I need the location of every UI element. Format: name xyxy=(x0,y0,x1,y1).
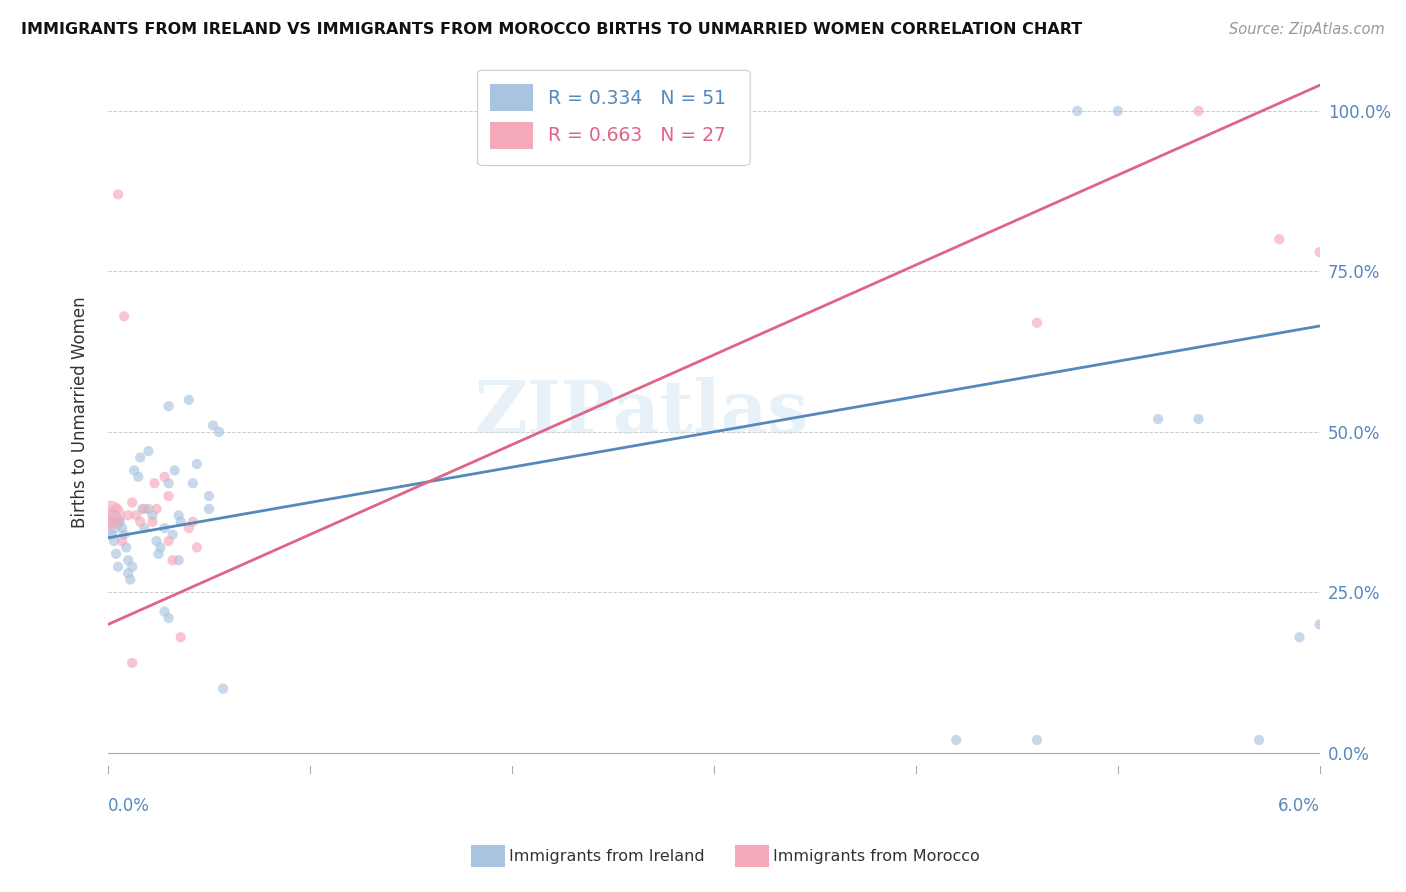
Point xyxy=(112,527,135,541)
Point xyxy=(1026,316,1049,330)
Point xyxy=(167,553,190,567)
Point xyxy=(186,541,208,555)
Point xyxy=(208,425,231,439)
Text: IMMIGRANTS FROM IRELAND VS IMMIGRANTS FROM MOROCCO BIRTHS TO UNMARRIED WOMEN COR: IMMIGRANTS FROM IRELAND VS IMMIGRANTS FR… xyxy=(21,22,1083,37)
Text: 6.0%: 6.0% xyxy=(1278,797,1320,815)
Point xyxy=(186,457,208,471)
Text: 0.0%: 0.0% xyxy=(108,797,150,815)
Point xyxy=(127,470,149,484)
Point xyxy=(153,521,176,535)
Point xyxy=(181,476,204,491)
FancyBboxPatch shape xyxy=(478,70,751,166)
Text: Immigrants from Ireland: Immigrants from Ireland xyxy=(509,849,704,863)
Point xyxy=(1066,103,1088,118)
Point xyxy=(157,476,180,491)
Point xyxy=(107,559,129,574)
Point xyxy=(157,399,180,413)
Point xyxy=(112,310,135,324)
Point xyxy=(148,547,170,561)
Point xyxy=(141,515,163,529)
Text: ZIPatlas: ZIPatlas xyxy=(474,377,808,448)
Point xyxy=(143,476,166,491)
Point xyxy=(117,553,139,567)
Point xyxy=(111,521,134,535)
Point xyxy=(129,515,152,529)
Point xyxy=(125,508,148,523)
Point xyxy=(101,515,124,529)
Point xyxy=(134,502,156,516)
Point xyxy=(1288,630,1310,644)
Point xyxy=(177,521,200,535)
Point xyxy=(201,418,224,433)
Point xyxy=(108,515,131,529)
Point xyxy=(170,630,193,644)
Point xyxy=(121,656,143,670)
Point xyxy=(145,534,167,549)
Point xyxy=(141,508,163,523)
Point xyxy=(149,541,172,555)
Point xyxy=(157,611,180,625)
Point xyxy=(162,527,184,541)
Point xyxy=(198,502,221,516)
Text: R = 0.334   N = 51: R = 0.334 N = 51 xyxy=(548,89,725,108)
Point xyxy=(105,547,128,561)
Point xyxy=(1187,412,1209,426)
Point xyxy=(1268,232,1291,246)
Point xyxy=(157,489,180,503)
Point xyxy=(945,733,967,747)
Point xyxy=(1309,617,1331,632)
FancyBboxPatch shape xyxy=(489,85,533,112)
Point xyxy=(162,553,184,567)
Point xyxy=(170,515,193,529)
Point xyxy=(167,508,190,523)
Point xyxy=(163,463,186,477)
Point xyxy=(145,502,167,516)
Point xyxy=(1187,103,1209,118)
Point xyxy=(98,515,121,529)
Point xyxy=(1249,733,1271,747)
Point xyxy=(131,502,153,516)
Point xyxy=(153,605,176,619)
Text: Immigrants from Morocco: Immigrants from Morocco xyxy=(773,849,980,863)
Point xyxy=(177,392,200,407)
Point xyxy=(107,187,129,202)
Point xyxy=(1026,733,1049,747)
FancyBboxPatch shape xyxy=(489,121,533,149)
Point xyxy=(117,566,139,580)
Text: R = 0.663   N = 27: R = 0.663 N = 27 xyxy=(548,126,725,145)
Point xyxy=(122,463,145,477)
Y-axis label: Births to Unmarried Women: Births to Unmarried Women xyxy=(72,297,89,528)
Point xyxy=(138,502,160,516)
Point xyxy=(121,559,143,574)
Point xyxy=(105,502,128,516)
Point xyxy=(111,534,134,549)
Point xyxy=(212,681,235,696)
Point xyxy=(117,508,139,523)
Point xyxy=(1309,245,1331,260)
Point xyxy=(1107,103,1129,118)
Text: Source: ZipAtlas.com: Source: ZipAtlas.com xyxy=(1229,22,1385,37)
Point xyxy=(138,444,160,458)
Point xyxy=(115,541,138,555)
Point xyxy=(121,495,143,509)
Point xyxy=(103,534,125,549)
Point xyxy=(181,515,204,529)
Point xyxy=(129,450,152,465)
Point xyxy=(157,534,180,549)
Point xyxy=(120,573,142,587)
Point xyxy=(98,508,121,523)
Point xyxy=(153,470,176,484)
Point xyxy=(1147,412,1170,426)
Point xyxy=(134,521,156,535)
Point xyxy=(198,489,221,503)
Point xyxy=(101,527,124,541)
